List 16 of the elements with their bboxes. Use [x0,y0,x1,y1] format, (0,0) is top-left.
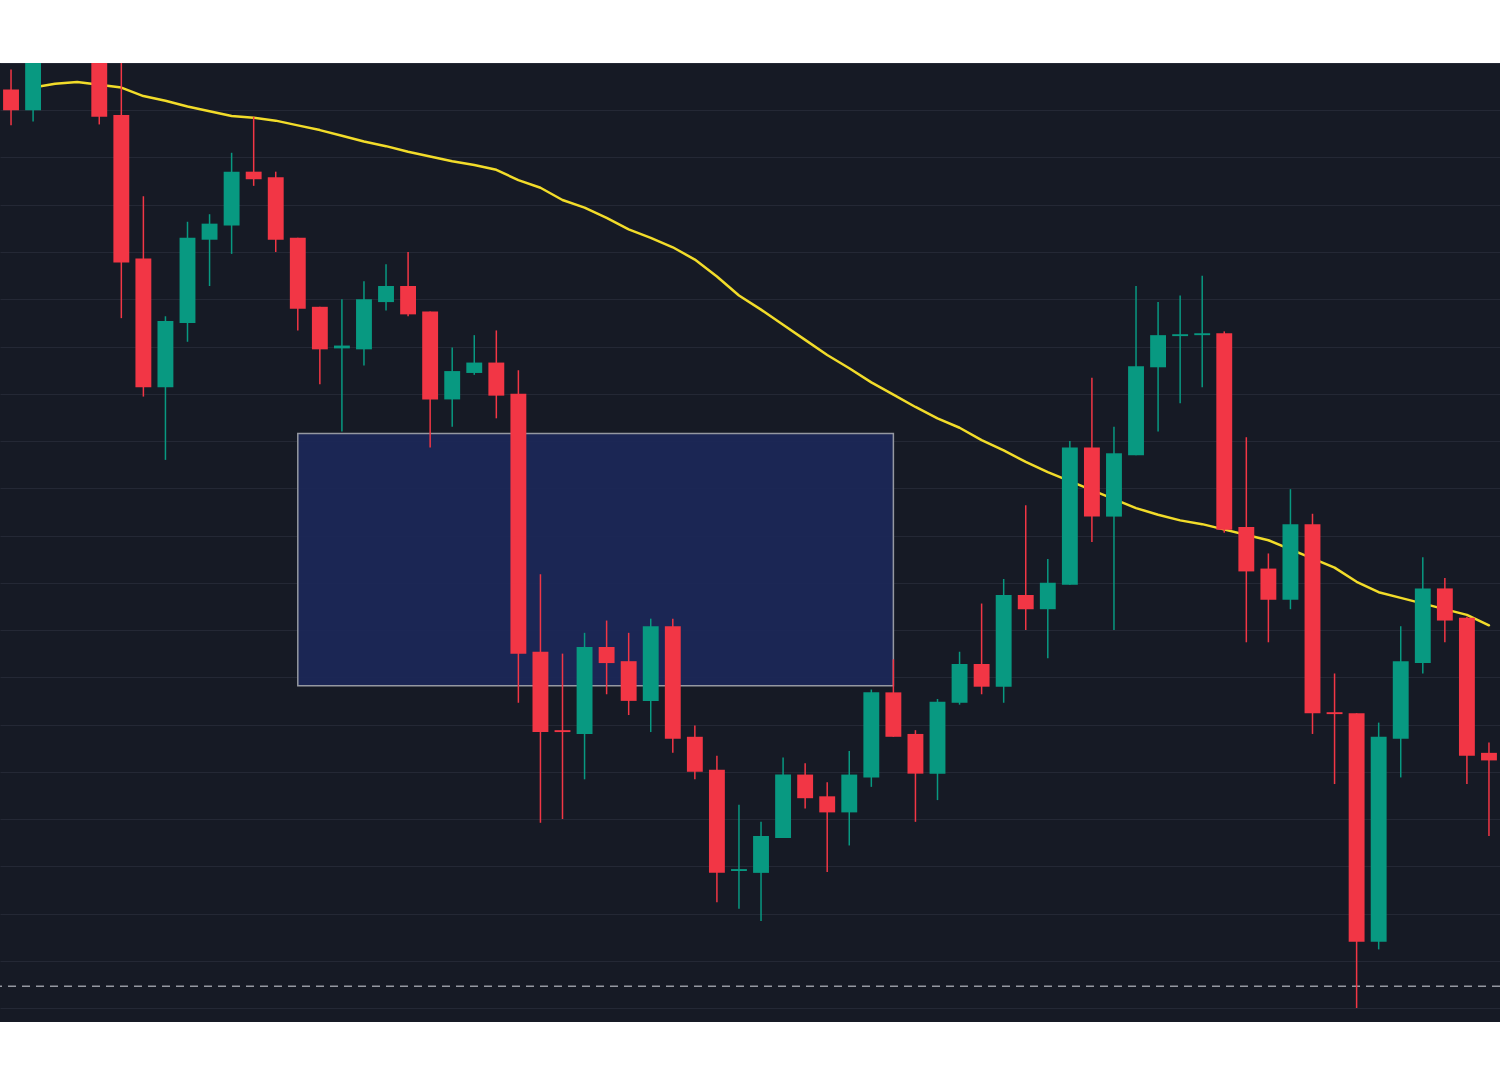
candlestick [1326,672,1343,785]
candlestick [466,334,483,376]
candlestick [1172,294,1189,404]
candlestick [973,602,990,696]
candlestick [3,68,19,127]
candlestick [797,762,814,810]
candlestick [1194,274,1211,388]
candlestick [245,116,262,187]
candlestick [819,781,836,873]
candlestick [201,213,218,287]
candlestick [598,619,615,696]
candlestick [554,652,571,820]
candlestick [1481,741,1497,837]
candlestick [731,804,747,910]
candlestick [1017,504,1034,631]
candlestick [378,263,394,312]
